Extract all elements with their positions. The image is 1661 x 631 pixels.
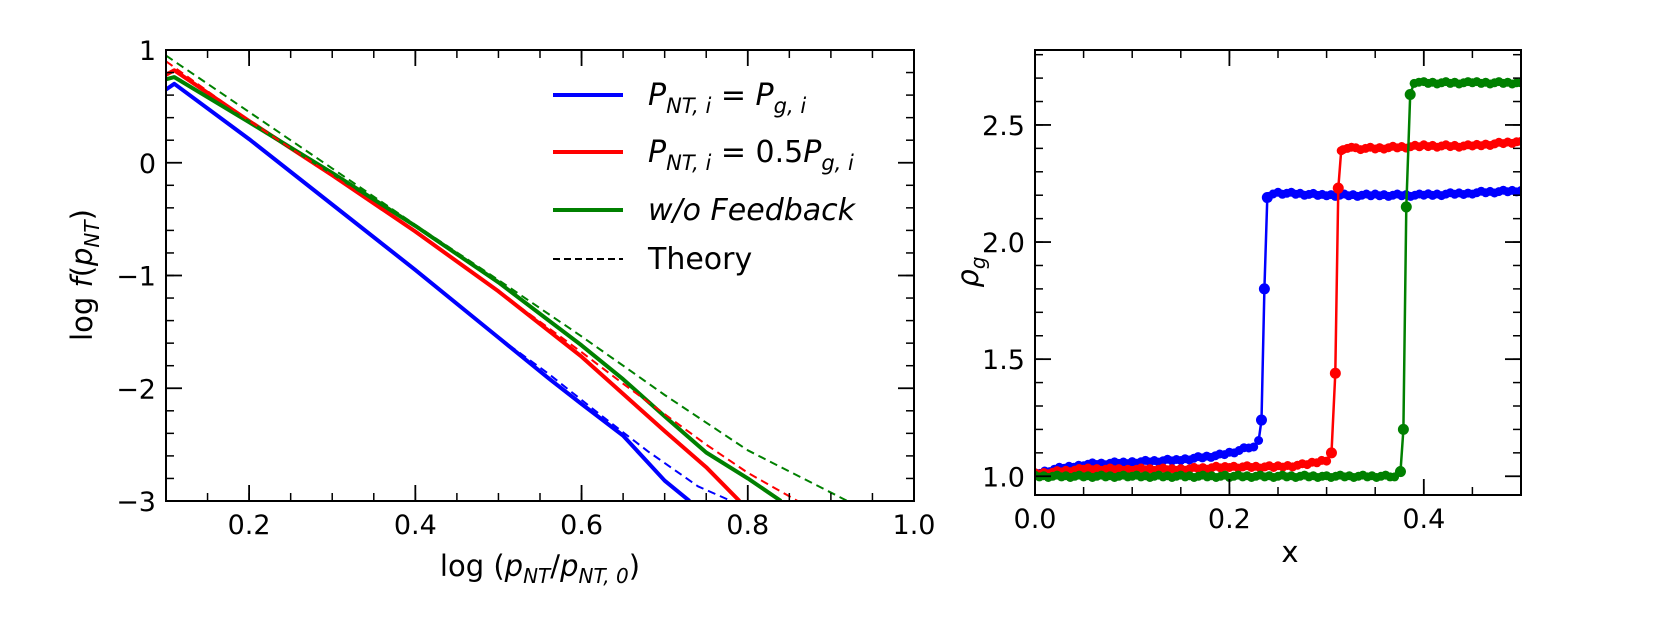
right-x-tick-label: 0.0 <box>1014 504 1057 535</box>
left-series-theory-green-dashed <box>166 54 848 501</box>
right-marker-p-nt-i-0-5p-g-i <box>1322 456 1332 466</box>
right-transition-marker-p-nt-i-p-g-i <box>1255 414 1267 426</box>
legend-label-theory: Theory <box>647 242 752 277</box>
right-x-tick-label: 0.4 <box>1402 504 1445 535</box>
right-marker-p-nt-i-0-5p-g-i <box>1516 136 1521 146</box>
legend-label-red: PNT, i = 0.5Pg, i <box>648 135 854 175</box>
left-y-tick-label: −1 <box>116 262 156 293</box>
right-plot-frame <box>1034 49 1522 496</box>
right-transition-marker-w-o-feedback <box>1397 423 1409 435</box>
left-y-tick-label: −2 <box>116 374 156 405</box>
right-series-layer <box>1035 77 1521 482</box>
right-ticks: 0.0 0.2 0.4 1.0 1.5 2.0 2.5 <box>982 50 1522 535</box>
legend: PNT, i = Pg, i PNT, i = 0.5Pg, i w/o Fee… <box>553 78 857 277</box>
right-marker-p-nt-i-p-g-i <box>1516 186 1521 196</box>
left-x-tick-label: 1.0 <box>893 510 936 541</box>
left-x-tick-label: 0.4 <box>394 510 437 541</box>
left-series-p-nt-i-p-g-i-line <box>166 81 691 501</box>
left-panel: 0.2 0.4 0.6 0.8 1.0 1 0 −1 −2 −3 log (pNT/pNT, 0)… <box>65 36 935 588</box>
left-y-tick-label: 0 <box>139 149 156 180</box>
right-series-p-nt-i-p-g-i-line <box>1035 189 1521 476</box>
left-y-axis-label: log f(pNT) <box>65 209 104 341</box>
right-transition-marker-p-nt-i-0-5p-g-i <box>1332 182 1344 194</box>
right-transition-marker-p-nt-i-0-5p-g-i <box>1329 367 1341 379</box>
legend-label-blue: PNT, i = Pg, i <box>648 78 806 118</box>
right-panel: 0.0 0.2 0.4 1.0 1.5 2.0 2.5 x ρg <box>951 49 1522 569</box>
right-transition-marker-w-o-feedback <box>1404 89 1416 100</box>
right-y-tick-label: 1.5 <box>982 345 1025 376</box>
right-y-axis-label: ρg <box>951 256 990 287</box>
right-transition-marker-w-o-feedback <box>1400 201 1412 213</box>
right-marker-p-nt-i-p-g-i <box>1254 436 1264 445</box>
right-transition-marker-w-o-feedback <box>1394 466 1406 478</box>
left-y-tick-label: 1 <box>139 36 156 67</box>
right-x-tick-label: 0.2 <box>1208 504 1251 535</box>
right-x-axis-label: x <box>1281 535 1298 569</box>
right-transition-marker-p-nt-i-p-g-i <box>1258 283 1270 295</box>
left-x-tick-label: 0.6 <box>560 510 603 541</box>
left-x-tick-label: 0.8 <box>726 510 769 541</box>
left-series-theory-blue-dashed <box>497 336 732 501</box>
right-y-tick-label: 1.0 <box>982 462 1025 493</box>
legend-label-green: w/o Feedback <box>648 193 857 228</box>
right-transition-marker-p-nt-i-0-5p-g-i <box>1325 447 1337 459</box>
right-marker-p-nt-i-p-g-i <box>1249 442 1259 452</box>
left-x-tick-label: 0.2 <box>228 510 271 541</box>
right-y-tick-label: 2.0 <box>982 228 1025 259</box>
left-y-tick-label: −3 <box>116 487 156 518</box>
left-plot-frame <box>165 49 915 502</box>
left-x-axis-label: log (pNT/pNT, 0) <box>440 549 640 588</box>
right-y-tick-label: 2.5 <box>982 111 1025 142</box>
left-series-w-o-feedback-line <box>166 75 783 501</box>
left-series-layer <box>166 54 848 501</box>
right-transition-marker-p-nt-i-p-g-i <box>1261 192 1273 204</box>
left-ticks: 0.2 0.4 0.6 0.8 1.0 1 0 −1 −2 −3 <box>116 36 935 541</box>
right-marker-w-o-feedback <box>1516 78 1521 88</box>
left-series-theory-red-dashed <box>166 60 799 501</box>
